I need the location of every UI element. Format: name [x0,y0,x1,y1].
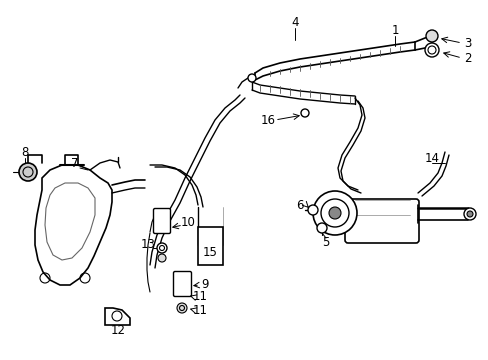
Text: 2: 2 [463,51,471,64]
Circle shape [424,43,438,57]
Circle shape [158,254,165,262]
Text: 9: 9 [201,279,208,292]
Circle shape [328,207,340,219]
Circle shape [425,30,437,42]
Polygon shape [105,308,130,325]
Text: 3: 3 [464,36,471,50]
Circle shape [316,223,326,233]
Text: 8: 8 [21,145,29,158]
Circle shape [466,211,472,217]
Text: 6: 6 [296,198,303,212]
FancyBboxPatch shape [198,227,223,265]
Text: 13: 13 [140,239,155,252]
Circle shape [463,208,475,220]
Circle shape [19,163,37,181]
Text: 11: 11 [192,291,207,303]
Text: 15: 15 [202,246,217,258]
Text: 16: 16 [260,113,275,126]
FancyBboxPatch shape [153,208,170,234]
Text: 5: 5 [322,237,329,249]
Text: 7: 7 [71,157,79,170]
Circle shape [301,109,308,117]
Circle shape [307,205,317,215]
Text: 4: 4 [291,15,298,28]
Text: 1: 1 [390,23,398,36]
Text: 10: 10 [180,216,195,229]
Circle shape [157,243,167,253]
Circle shape [177,303,186,313]
Polygon shape [35,165,112,285]
FancyBboxPatch shape [345,199,418,243]
Circle shape [312,191,356,235]
Text: 11: 11 [192,303,207,316]
Text: 12: 12 [110,324,125,337]
Text: 14: 14 [424,152,439,165]
Circle shape [112,311,122,321]
FancyBboxPatch shape [173,271,191,297]
Circle shape [247,74,256,82]
